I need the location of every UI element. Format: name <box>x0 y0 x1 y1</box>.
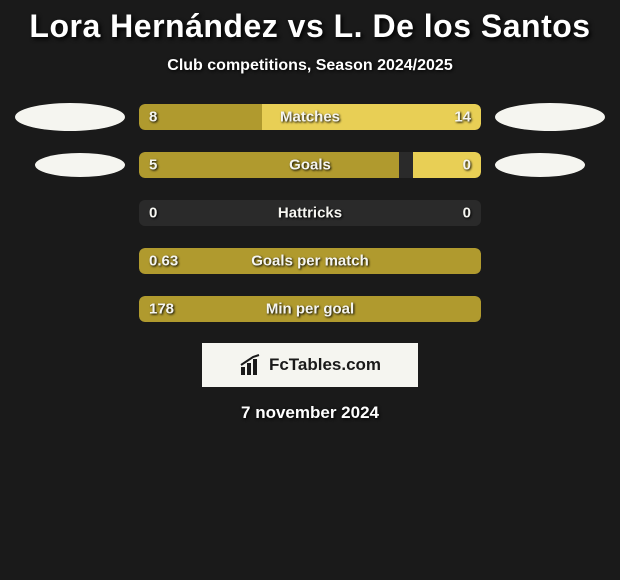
player1-marker <box>15 103 125 131</box>
stat-value-player2: 0 <box>463 205 471 222</box>
player2-marker <box>495 153 585 177</box>
brand-badge: FcTables.com <box>202 343 418 387</box>
player1-marker <box>35 153 125 177</box>
stat-label: Hattricks <box>278 205 342 222</box>
spacer <box>15 199 125 227</box>
page-subtitle: Club competitions, Season 2024/2025 <box>0 57 620 75</box>
stat-row: 0.63 Goals per match <box>0 247 620 275</box>
spacer <box>495 199 605 227</box>
player2-marker <box>495 103 605 131</box>
stat-value-player2: 14 <box>454 109 471 126</box>
spacer <box>495 247 605 275</box>
spacer <box>495 295 605 323</box>
stat-value-player1: 5 <box>149 157 157 174</box>
stat-value-player2: 0 <box>463 157 471 174</box>
stat-bar: 0 0 Hattricks <box>139 200 481 226</box>
stat-row: 8 14 Matches <box>0 103 620 131</box>
stat-label: Goals per match <box>251 253 369 270</box>
chart-icon <box>239 353 263 377</box>
stat-value-player1: 8 <box>149 109 157 126</box>
stat-label: Min per goal <box>266 301 354 318</box>
stat-bar: 0.63 Goals per match <box>139 248 481 274</box>
stat-value-player1: 0.63 <box>149 253 178 270</box>
stat-row: 5 0 Goals <box>0 151 620 179</box>
page-title: Lora Hernández vs L. De los Santos <box>0 0 620 45</box>
stat-value-player1: 0 <box>149 205 157 222</box>
stat-label: Goals <box>289 157 331 174</box>
stat-bar: 178 Min per goal <box>139 296 481 322</box>
bar-segment-player1 <box>139 104 262 130</box>
stat-bar: 5 0 Goals <box>139 152 481 178</box>
comparison-chart: 8 14 Matches 5 0 Goals 0 0 Hattricks 0.63 Goals pe… <box>0 103 620 323</box>
stat-value-player1: 178 <box>149 301 174 318</box>
brand-text: FcTables.com <box>269 355 381 375</box>
spacer <box>15 247 125 275</box>
bar-segment-player1 <box>139 152 399 178</box>
spacer <box>15 295 125 323</box>
stat-label: Matches <box>280 109 340 126</box>
stat-row: 178 Min per goal <box>0 295 620 323</box>
stat-row: 0 0 Hattricks <box>0 199 620 227</box>
stat-bar: 8 14 Matches <box>139 104 481 130</box>
footer-date: 7 november 2024 <box>0 403 620 423</box>
